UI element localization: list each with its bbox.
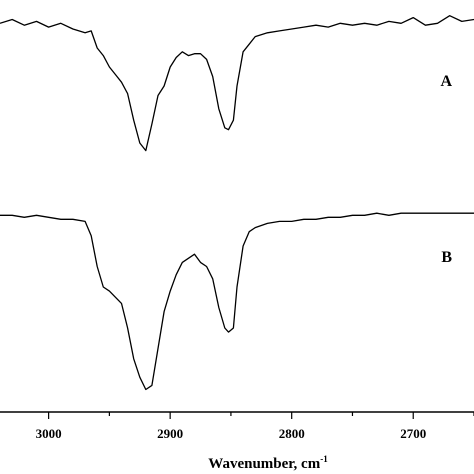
spectrum-line-a: [0, 15, 474, 152]
spectrum-line-b: [0, 212, 474, 391]
x-tick-label: 2800: [279, 426, 305, 441]
x-tick-label: 2700: [400, 426, 426, 441]
x-tick-label: 3000: [36, 426, 62, 441]
x-axis-title-text: Wavenumber, cm: [208, 456, 320, 472]
traces-group: [0, 15, 474, 391]
x-axis-title: Wavenumber, cm-1: [208, 454, 328, 472]
trace-label-b: B: [441, 249, 452, 266]
x-axis-title-superscript: -1: [320, 454, 328, 464]
trace-labels-group: AB: [440, 73, 452, 266]
x-tick-label: 2900: [157, 426, 183, 441]
x-ticks-group: 3000 2900 2800 2700: [36, 412, 474, 441]
trace-label-a: A: [440, 73, 452, 90]
